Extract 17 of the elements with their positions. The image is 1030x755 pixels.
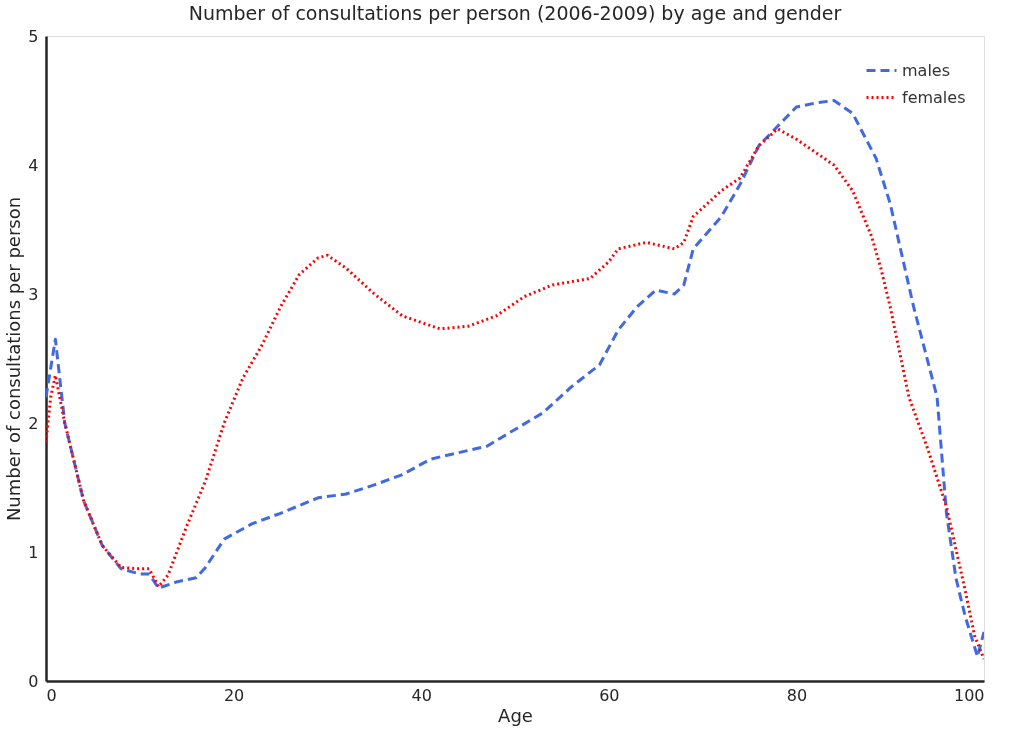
y-tick-label: 5 <box>28 26 39 46</box>
chart-title: Number of consultations per person (2006-2009) by age and gender <box>188 2 842 24</box>
legend-label: females <box>902 87 966 107</box>
y-tick-label: 0 <box>28 671 39 691</box>
x-axis-title: Age <box>498 704 533 726</box>
legend-label: males <box>902 60 951 80</box>
y-tick-label: 3 <box>28 284 39 304</box>
x-tick-label: 20 <box>223 685 245 705</box>
x-tick-label: 60 <box>599 685 620 705</box>
x-tick-label: 80 <box>786 685 808 705</box>
y-tick-label: 4 <box>28 155 39 175</box>
y-tick-label: 1 <box>28 542 39 562</box>
x-tick-label: 40 <box>411 685 432 705</box>
x-tick-label: 0 <box>46 685 57 705</box>
y-tick-label: 2 <box>28 413 39 433</box>
x-tick-label: 100 <box>953 685 985 705</box>
y-axis-title: Number of consultations per person <box>3 196 25 522</box>
